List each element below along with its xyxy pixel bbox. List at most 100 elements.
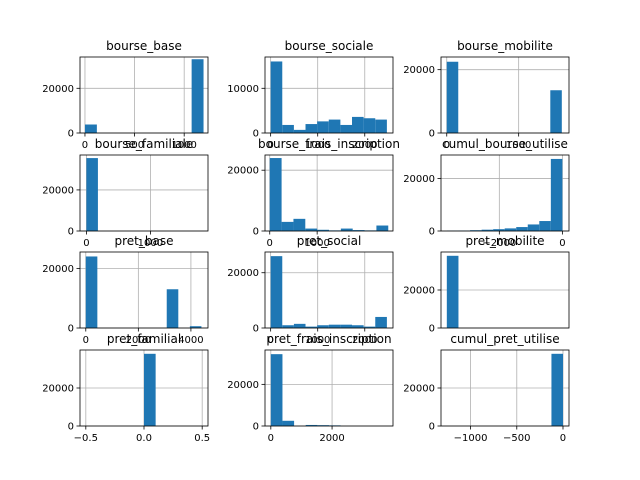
- histogram-bar: [328, 119, 341, 133]
- y-tick-label: 20000: [403, 174, 435, 185]
- y-tick-label: 10000: [227, 84, 259, 95]
- histogram-bar: [144, 353, 156, 426]
- histogram-bar: [317, 229, 329, 231]
- panel-title: bourse_sociale: [285, 39, 374, 53]
- histogram-panel: 0 1000 2000 0 10000 bourse_sociale: [227, 39, 394, 151]
- histogram-bar: [328, 324, 341, 328]
- histogram-bar: [363, 326, 376, 328]
- histogram-bar: [270, 354, 283, 426]
- histogram-bar: [305, 326, 318, 328]
- x-tick-label: 0: [267, 140, 273, 151]
- y-tick-label: 0: [253, 324, 259, 335]
- x-tick-label: 1000: [506, 140, 531, 151]
- panel-title: pret_mobilite: [465, 234, 544, 248]
- y-tick-label: 20000: [42, 384, 74, 395]
- x-tick-label: 2000: [352, 335, 377, 346]
- y-tick-label: 0: [253, 129, 259, 140]
- axes-frame: [264, 349, 394, 427]
- x-tick-label: 0.5: [194, 433, 210, 444]
- panel-title: bourse_familiale: [95, 137, 193, 151]
- histogram-bar: [270, 256, 283, 328]
- x-tick-label: 1000: [305, 140, 330, 151]
- x-tick-label: 2000: [126, 335, 151, 346]
- histogram-bar: [317, 325, 329, 328]
- histogram-bar: [269, 158, 282, 231]
- x-tick-label: 0: [559, 238, 565, 249]
- histogram-panel: 0 2000 4000 0 20000 pret_base: [42, 234, 209, 346]
- histogram-bar: [551, 353, 563, 426]
- x-tick-label: −2000: [482, 238, 516, 249]
- histogram-panel: −2000 0 0 20000 cumul_bourse_utilise: [403, 137, 570, 249]
- histogram-bar: [375, 119, 387, 133]
- y-tick-label: 0: [68, 227, 74, 238]
- histogram-panel: −1000 −500 0 0 20000 cumul_pret_utilise: [403, 332, 570, 444]
- y-tick-label: 0: [68, 422, 74, 433]
- x-tick-label: 2000: [319, 433, 344, 444]
- panel-title: pret_base: [115, 234, 174, 248]
- x-tick-label: 0: [267, 238, 273, 249]
- y-tick-label: 20000: [403, 65, 435, 76]
- panel-title: cumul_pret_utilise: [450, 332, 559, 346]
- histogram-bar: [84, 124, 97, 133]
- histogram-bar: [189, 326, 202, 328]
- x-tick-label: 1000: [304, 238, 329, 249]
- panel-title: pret_social: [297, 234, 362, 248]
- panel-title: bourse_base: [106, 39, 182, 53]
- x-tick-label: 0: [82, 140, 88, 151]
- y-tick-label: 20000: [403, 384, 435, 395]
- y-tick-label: 0: [253, 422, 259, 433]
- histogram-bar: [446, 255, 459, 328]
- x-tick-label: 0: [268, 433, 274, 444]
- x-tick-label: −1000: [454, 433, 488, 444]
- histogram-bar: [550, 90, 562, 133]
- histogram-bar: [282, 124, 294, 133]
- x-tick-label: 1000: [305, 335, 330, 346]
- y-tick-label: 20000: [227, 166, 259, 177]
- histogram-bar: [293, 323, 306, 328]
- histogram-bar: [550, 158, 563, 231]
- x-tick-label: 0: [267, 335, 273, 346]
- panel-title: pret_familial: [107, 332, 181, 346]
- histogram-bar: [446, 61, 459, 133]
- histogram-bar: [270, 61, 283, 133]
- x-tick-label: −500: [503, 433, 530, 444]
- histogram-bar: [317, 425, 329, 426]
- axes-frame: [79, 56, 209, 134]
- histogram-bar: [352, 325, 364, 328]
- histogram-bar: [363, 118, 376, 133]
- axes-frame: [440, 154, 570, 232]
- histogram-bar: [166, 289, 179, 328]
- histogram-bar: [317, 121, 329, 133]
- y-tick-label: 0: [429, 227, 435, 238]
- axes-frame: [440, 56, 570, 134]
- axes-frame: [264, 251, 394, 329]
- histogram-bar: [305, 228, 318, 231]
- x-tick-label: 1000: [171, 140, 196, 151]
- histogram-bar: [527, 224, 540, 231]
- histogram-bar: [293, 129, 306, 133]
- panel-title: cumul_bourse_utilise: [442, 137, 568, 151]
- histogram-bar: [375, 316, 387, 328]
- x-tick-label: 2000: [352, 140, 377, 151]
- histogram-bar: [352, 230, 365, 231]
- axes-frame: [264, 154, 394, 232]
- x-tick-label: 0: [83, 335, 89, 346]
- x-tick-label: 0: [444, 140, 450, 151]
- x-tick-label: 0.0: [136, 433, 152, 444]
- histogram-bar: [493, 229, 505, 231]
- y-tick-label: 20000: [227, 268, 259, 279]
- histogram-panel: 0 500 1000 0 20000 bourse_base: [42, 39, 209, 151]
- histogram-bar: [504, 228, 517, 231]
- histogram-bar: [376, 225, 389, 231]
- y-tick-label: 0: [429, 324, 435, 335]
- y-tick-label: 0: [253, 227, 259, 238]
- panel-title: bourse_frais_inscription: [258, 137, 400, 151]
- histogram-bar: [352, 116, 364, 133]
- histogram-bar: [340, 124, 353, 133]
- histogram-bar: [340, 324, 353, 328]
